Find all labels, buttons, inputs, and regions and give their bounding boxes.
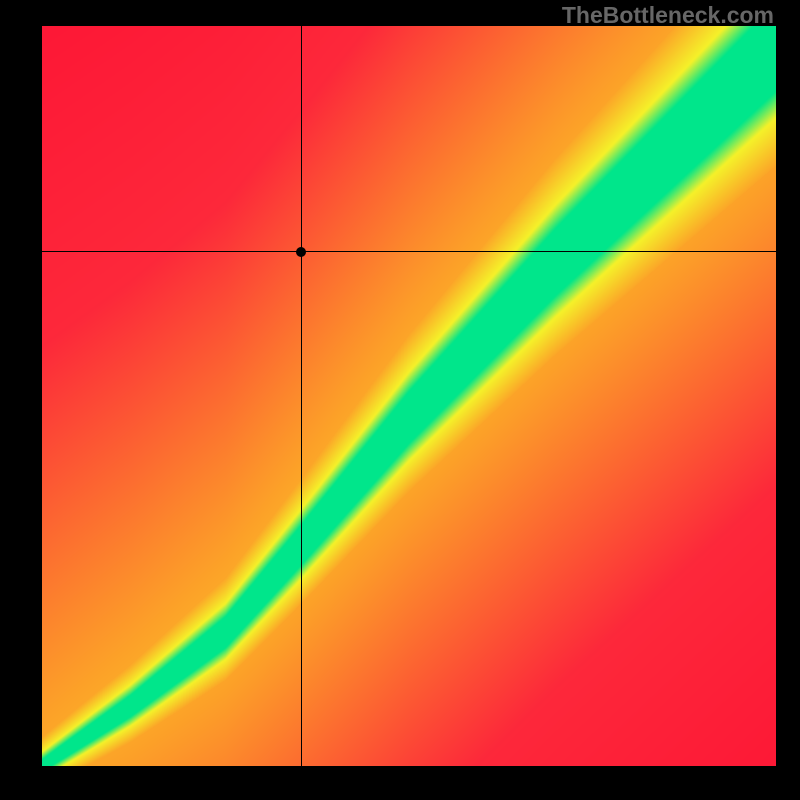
plot-area (42, 26, 776, 766)
watermark-text: TheBottleneck.com (562, 2, 774, 29)
heatmap-canvas (42, 26, 776, 766)
crosshair-vertical (301, 26, 302, 766)
crosshair-horizontal (42, 251, 776, 252)
intersection-marker (296, 247, 306, 257)
chart-frame: TheBottleneck.com (0, 0, 800, 800)
